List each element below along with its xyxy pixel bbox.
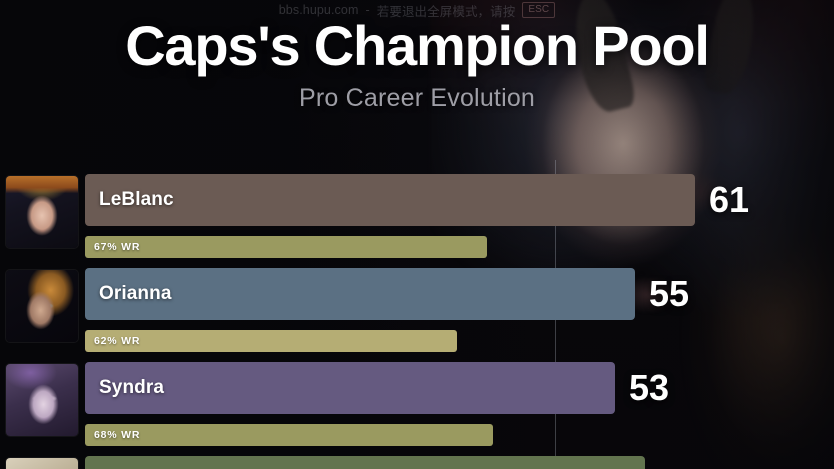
winrate-bar[interactable]: 62% WR [85, 330, 457, 352]
page-subtitle: Pro Career Evolution [298, 84, 536, 113]
games-played-value: 53 [629, 367, 670, 408]
fullscreen-hint-bar: bbs.hupu.com - 若要退出全屏模式，请按 ESC [0, 0, 834, 20]
champion-bar[interactable]: LeBlanc [85, 174, 695, 226]
champion-name-label: LeBlanc [99, 189, 174, 210]
portrait-image [6, 364, 78, 436]
champion-bar[interactable]: Orianna [85, 268, 635, 320]
portrait-image [6, 458, 78, 469]
page-title: Caps's Champion Pool [125, 14, 710, 77]
champion-bar[interactable]: Syndra [85, 362, 615, 414]
champion-name-label: Orianna [99, 283, 172, 304]
champion-bar[interactable] [85, 456, 645, 469]
leblanc-portrait [6, 176, 78, 248]
champion-name-label: Syndra [99, 377, 165, 398]
winrate-label: 68% WR [94, 429, 141, 441]
header: Caps's Champion Pool Pro Career Evolutio… [0, 14, 834, 113]
winrate-label: 67% WR [94, 241, 141, 253]
fourth-portrait [6, 458, 78, 469]
games-played-value: 61 [709, 179, 750, 220]
winrate-bar[interactable]: 67% WR [85, 236, 487, 258]
portrait-image [6, 176, 78, 248]
watermark-site: bbs.hupu.com [278, 3, 359, 17]
games-played-value: 55 [649, 273, 690, 314]
winrate-label: 62% WR [94, 335, 141, 347]
bar-chart: LeBlanc 61 67% WR Orianna 55 62% WR Syndra 53 68… [0, 160, 834, 469]
watermark-separator: - [365, 3, 370, 17]
portrait-image [6, 270, 78, 342]
watermark-hint-text: 若要退出全屏模式，请按 [376, 4, 516, 19]
winrate-bar[interactable]: 68% WR [85, 424, 493, 446]
esc-key-badge: ESC [522, 2, 556, 18]
orianna-portrait [6, 270, 78, 342]
syndra-portrait [6, 364, 78, 436]
